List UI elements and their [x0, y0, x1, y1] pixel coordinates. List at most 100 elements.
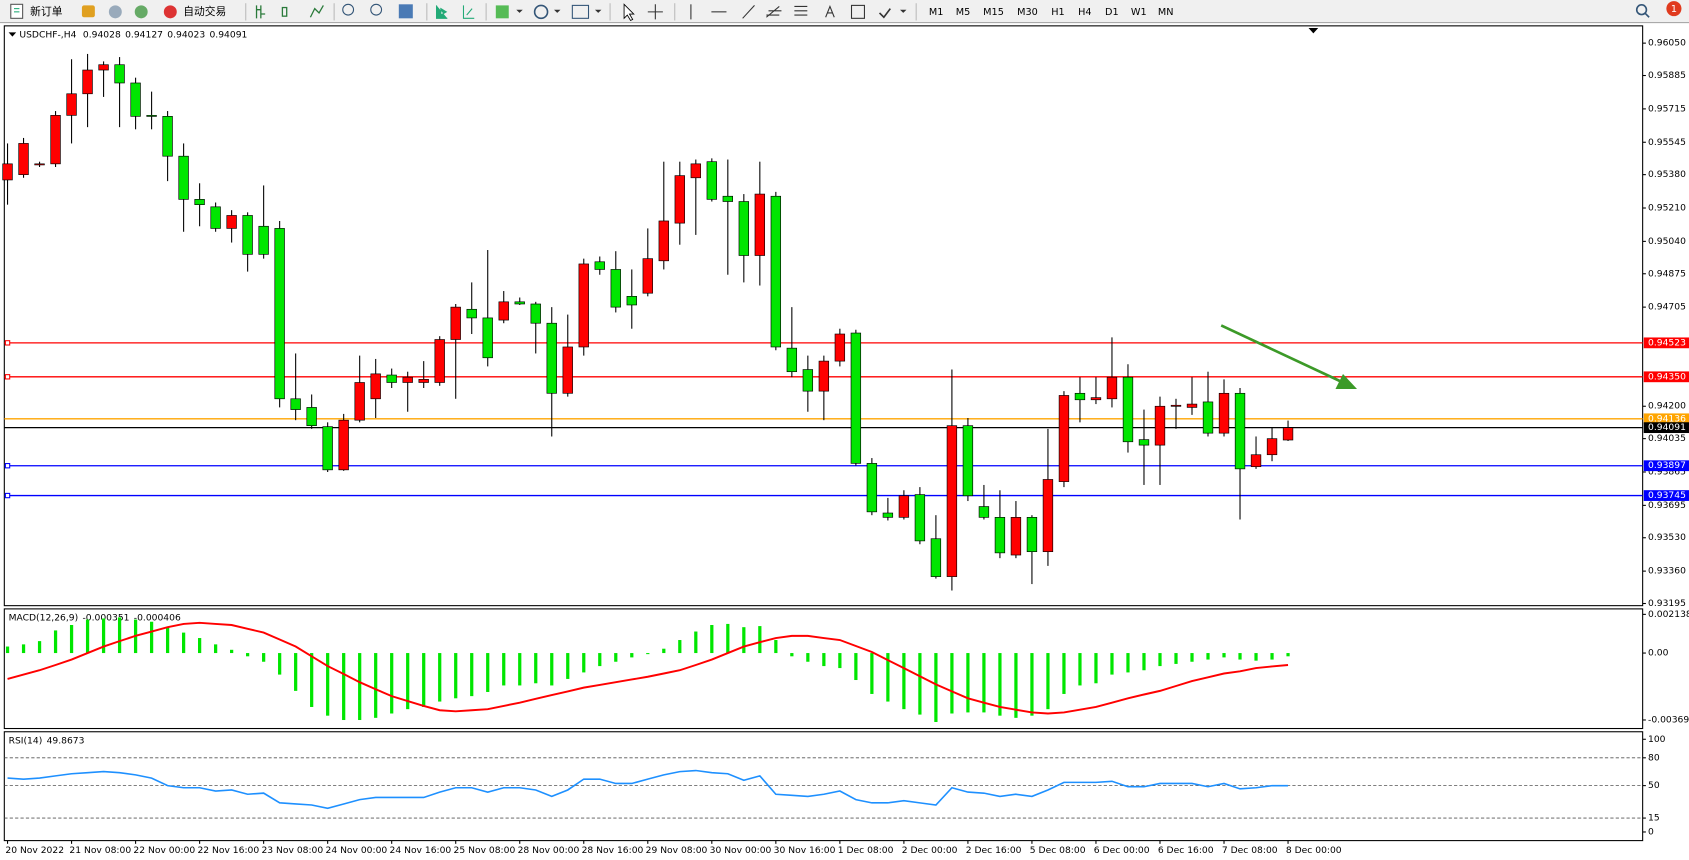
notification-badge[interactable] [1666, 1, 1682, 17]
autoscroll-icon[interactable] [435, 5, 448, 19]
new-order-button[interactable]: 新订单 [10, 3, 63, 19]
x-tick-label: 7 Dec 08:00 [1222, 845, 1278, 856]
timeframe-button[interactable]: D1 [1105, 7, 1119, 18]
toolbar-icon[interactable] [81, 5, 95, 18]
candle-body [914, 494, 926, 542]
y-tick-label: 0.93360 [1648, 566, 1686, 577]
timeframe-button[interactable]: W1 [1131, 7, 1147, 18]
macd-bar [294, 653, 298, 691]
level-handle[interactable] [4, 340, 11, 346]
channel-icon[interactable] [766, 6, 782, 18]
indicators-icon[interactable] [495, 5, 509, 19]
macd-bar [822, 653, 826, 667]
candle-body [466, 308, 477, 319]
candle-body [242, 215, 253, 255]
macd-bar [1030, 653, 1034, 716]
y-tick-label: 15 [1648, 813, 1660, 824]
macd-bar [1254, 653, 1258, 661]
timeframe-button[interactable]: M30 [1017, 7, 1038, 18]
templates-icon[interactable] [571, 4, 590, 19]
search-icon[interactable] [1635, 4, 1648, 16]
candle-body [994, 517, 1006, 554]
auto-trading-button[interactable]: 自动交易 [163, 5, 226, 19]
macd-bar [502, 653, 506, 686]
macd-bar [934, 653, 938, 723]
rsi-line [7, 769, 1289, 810]
y-tick-label: 100 [1648, 734, 1666, 745]
timeframe-button[interactable]: H4 [1078, 7, 1091, 18]
candle-body [82, 69, 93, 95]
zoom-out-icon[interactable] [370, 3, 383, 16]
y-tick-label: 0.94875 [1648, 268, 1686, 279]
macd-bar [918, 653, 922, 715]
candle-body [578, 263, 589, 348]
macd-bar [710, 625, 714, 654]
timeframe-button[interactable]: H1 [1051, 7, 1064, 18]
macd-bar [1238, 653, 1242, 660]
macd-bar [870, 653, 874, 694]
periods-icon[interactable] [533, 4, 549, 20]
toolbar-icon[interactable] [134, 5, 148, 19]
candle-body [146, 115, 157, 117]
crosshair-icon[interactable] [647, 4, 663, 20]
line-chart-icon[interactable] [309, 5, 324, 18]
label-icon[interactable] [850, 4, 865, 19]
dropdown[interactable] [900, 9, 907, 13]
level-handle[interactable] [4, 463, 11, 469]
timeframe-button[interactable]: MN [1158, 7, 1174, 18]
level-handle[interactable] [4, 492, 11, 499]
timeframe-bar: M1 M5 M15 M30 H1 H4 D1 W1 MN [929, 7, 1174, 18]
macd-bar [966, 653, 970, 713]
macd-bar [518, 653, 522, 686]
timeframe-button[interactable]: M1 [929, 7, 944, 18]
macd-bar [806, 653, 810, 662]
candle-body [1058, 395, 1070, 482]
candle-body [1138, 439, 1150, 446]
candle-chart-icon[interactable] [281, 6, 288, 17]
x-tick-label: 28 Nov 00:00 [518, 845, 580, 856]
dropdown[interactable] [554, 9, 561, 13]
arrows-icon[interactable] [878, 8, 891, 19]
text-icon[interactable] [825, 5, 835, 18]
y-tick-label: -0.003698 [1648, 714, 1689, 725]
candle-body [2, 163, 13, 181]
macd-bar [342, 653, 346, 721]
candle-body [930, 538, 942, 577]
candle-body [50, 115, 61, 165]
symbol-menu-marker[interactable] [8, 32, 17, 37]
level-handle[interactable] [4, 374, 11, 380]
tile-icon[interactable] [398, 4, 413, 19]
timeframe-button[interactable]: M5 [956, 7, 971, 18]
candle-body [786, 347, 798, 373]
ohlc-value: 0.94127 [125, 29, 163, 40]
trendline-icon[interactable] [742, 5, 755, 19]
x-tick-label: 6 Dec 16:00 [1158, 845, 1214, 856]
macd-bar [246, 653, 250, 657]
candle-body [258, 225, 269, 255]
toolbar-icon[interactable] [108, 5, 122, 19]
y-tick-label: 0.93865 [1648, 467, 1686, 478]
dropdown[interactable] [594, 9, 602, 13]
candle-body [498, 301, 509, 321]
bar-chart-icon[interactable] [255, 5, 266, 19]
notification-count: 1 [1671, 4, 1677, 15]
zoom-in-icon[interactable] [342, 3, 355, 16]
macd-bar [694, 631, 698, 654]
timeframe-button[interactable]: M15 [983, 7, 1004, 18]
x-tick-label: 8 Dec 00:00 [1286, 845, 1342, 856]
plot-layer: 0.96050 0.95885 0.95715 0.95545 0.95380 0.952… [2, 29, 1689, 856]
candle-body [1042, 479, 1054, 553]
candle-body [1170, 404, 1182, 407]
macd-bar [310, 653, 314, 707]
y-tick-label: 0.96050 [1648, 38, 1686, 49]
x-tick-label: 22 Nov 00:00 [133, 845, 195, 856]
candle-body [418, 379, 429, 383]
candle-body [1186, 403, 1198, 408]
dropdown[interactable] [516, 9, 523, 13]
candle-body [674, 175, 685, 224]
fibo-icon[interactable] [794, 5, 808, 16]
shift-icon[interactable] [462, 5, 475, 19]
y-tick-label: 0.95380 [1648, 169, 1686, 180]
cursor-icon[interactable] [623, 3, 635, 22]
